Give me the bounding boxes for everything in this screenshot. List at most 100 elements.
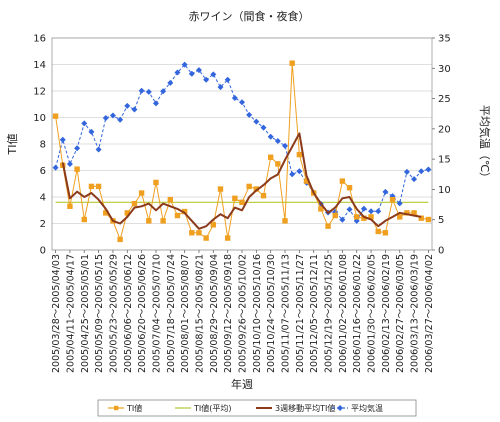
ti-point (153, 179, 159, 186)
ti-point (425, 216, 432, 223)
temperature-point (203, 76, 210, 83)
temperature-point (239, 99, 245, 106)
temperature-point (138, 87, 145, 94)
temperature-point (181, 61, 188, 68)
y-tick-label: 2 (40, 219, 46, 230)
temperature-point (360, 205, 367, 212)
temperature-point (396, 200, 403, 207)
temperature-point (382, 188, 389, 195)
x-tick-label: 2005/06/20～2005/06/26 (137, 254, 148, 373)
temperature-point (131, 106, 138, 113)
ti-point (239, 199, 245, 206)
gridlines (52, 37, 432, 251)
ti-point (246, 183, 252, 190)
y-tick-label: 12 (33, 87, 46, 98)
y-tick-label: 14 (33, 60, 46, 71)
x-tick-label: 2005/04/11～2005/04/17 (65, 254, 76, 373)
x-tick-label: 2005/10/10～2005/10/16 (252, 254, 263, 373)
y-tick-label: 4 (40, 193, 46, 204)
temperature-point (195, 67, 202, 74)
legend-label: 3週移動平均TI値 (275, 403, 335, 413)
legend-marker (337, 405, 343, 411)
x-tick-label: 2005/07/04～2005/07/10 (152, 254, 163, 373)
temperature-point (346, 206, 353, 213)
temperature-point (375, 208, 382, 215)
temperature-point (425, 166, 432, 173)
temperature-point (282, 142, 289, 149)
temperature-point (124, 102, 131, 109)
ti-point (346, 185, 353, 191)
ti-point (196, 230, 202, 236)
temperature-point (267, 133, 274, 140)
y-tick-label: 0 (40, 246, 46, 257)
ti-point (289, 60, 295, 66)
ti-point (382, 230, 389, 236)
temperature-point (102, 114, 109, 121)
x-tick-label: 2005/08/01～2005/08/07 (180, 254, 191, 373)
ti-point (224, 235, 231, 241)
x-tick-label: 2005/03/28～2005/04/03 (51, 254, 62, 373)
temperature-point (109, 112, 116, 119)
x-tick-label: 2005/11/21～2005/11/27 (295, 254, 306, 373)
temperature-point (411, 176, 418, 183)
ti-point (210, 222, 217, 228)
temperature-point (246, 111, 253, 118)
y2-tick-label: 25 (438, 94, 451, 105)
ti-point (318, 206, 324, 212)
series-line-3 (61, 132, 422, 230)
x-tick-label: 2006/01/30～2006/02/05 (367, 254, 378, 373)
x-tick-label: 2006/01/16～2006/01/22 (352, 254, 363, 373)
temperature-point (289, 171, 296, 178)
temperature-point (145, 88, 152, 95)
ti-point (95, 183, 102, 190)
ti-point (174, 212, 181, 219)
temperature-point (88, 128, 95, 135)
legend-label: TI値 (126, 403, 142, 413)
y-tick-label: 6 (40, 166, 46, 177)
y2-tick-label: 15 (438, 155, 451, 166)
ti-point (189, 230, 195, 236)
ti-point (52, 113, 59, 119)
ti-point (275, 161, 281, 167)
x-tick-label: 2005/12/19～2005/12/25 (324, 254, 335, 373)
temperature-point (224, 76, 231, 83)
temperature-point (59, 136, 66, 143)
y2-axis-title: 平均気温（℃） (478, 105, 492, 183)
ti-point (354, 214, 360, 220)
ti-point (260, 192, 267, 199)
x-tick-label: 2005/06/06～2005/06/12 (123, 254, 134, 373)
ti-point (232, 195, 238, 202)
temperature-point (117, 116, 124, 123)
y2-tick-label: 10 (438, 185, 451, 196)
ti-point (67, 203, 73, 209)
x-tick-label: 2005/09/26～2005/10/02 (238, 254, 249, 373)
y2-tick-label: 35 (438, 34, 451, 45)
ti-point (203, 235, 209, 241)
temperature-point (418, 168, 425, 175)
temperature-point (210, 71, 217, 78)
temperature-point (52, 164, 59, 171)
x-tick-label: 2006/03/13～2006/03/19 (410, 254, 421, 373)
ti-point (131, 200, 138, 207)
temperature-point (231, 94, 238, 101)
temperature-point (260, 124, 267, 131)
x-tick-label: 2005/09/12～2005/09/18 (223, 254, 234, 373)
x-tick-label: 2005/12/05～2005/12/11 (309, 254, 320, 373)
y-axis-title: TI値 (6, 134, 19, 156)
y-tick-label: 16 (33, 34, 46, 45)
ti-point (167, 196, 174, 203)
x-tick-label: 2006/02/13～2006/02/19 (381, 254, 392, 373)
x-tick-label: 2006/03/27～2006/04/02 (424, 254, 435, 373)
temperature-point (81, 120, 88, 127)
series-line-1 (55, 62, 429, 240)
ti-point (217, 186, 224, 192)
ti-point (339, 178, 346, 184)
x-axis-ticks: 2005/03/28～2005/04/03 2005/04/11～2005/04/… (51, 250, 435, 373)
ti-point (332, 212, 338, 219)
x-tick-label: 2005/10/24～2005/10/30 (266, 254, 277, 373)
temperature-point (217, 84, 224, 91)
x-tick-label: 2005/08/15～2005/08/21 (195, 254, 206, 373)
x-tick-label: 2005/07/18～2005/07/24 (166, 254, 177, 373)
